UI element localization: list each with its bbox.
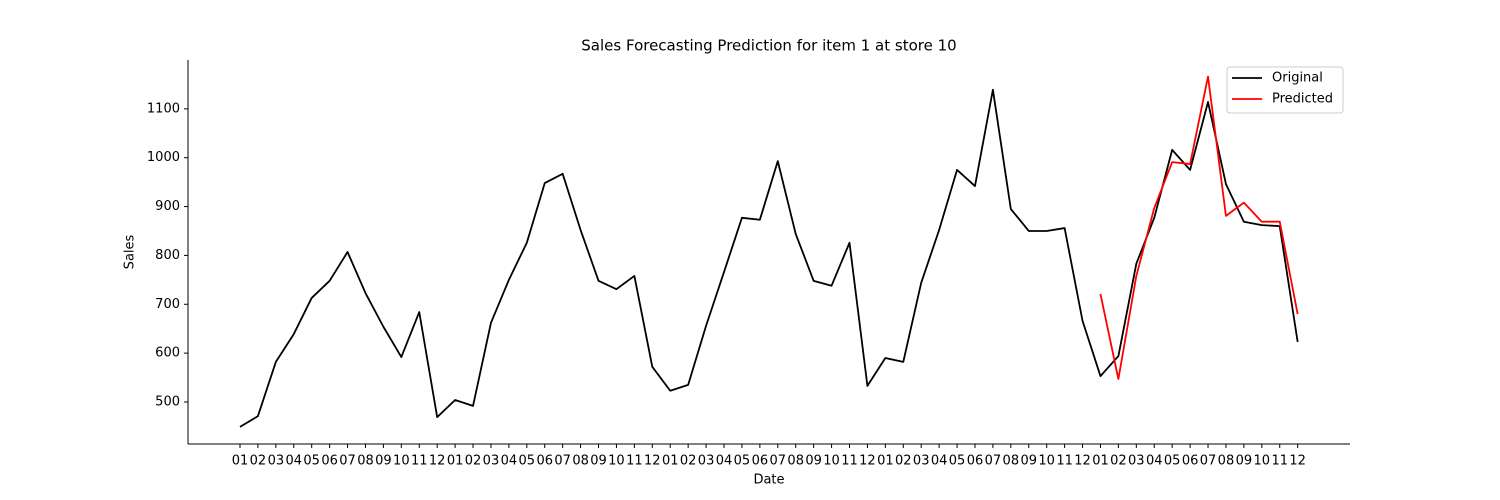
x-tick-label: 04	[716, 454, 733, 469]
x-tick-label: 11	[841, 454, 858, 469]
x-tick-label: 07	[554, 454, 571, 469]
x-tick-label: 10	[393, 454, 410, 469]
y-tick-label: 1100	[147, 101, 180, 116]
x-tick-label: 08	[357, 454, 374, 469]
chart-title: Sales Forecasting Prediction for item 1 …	[581, 37, 956, 55]
x-tick-label: 11	[411, 454, 428, 469]
series-line	[1099, 75, 1299, 380]
y-tick-label: 900	[155, 199, 180, 214]
x-axis-label: Date	[753, 473, 784, 488]
x-tick-label: 07	[770, 454, 787, 469]
y-tick-label: 1000	[147, 150, 180, 165]
x-tick-label: 10	[1254, 454, 1271, 469]
x-tick-label: 03	[483, 454, 500, 469]
x-tick-label: 05	[734, 454, 751, 469]
y-tick-label: 800	[155, 248, 180, 263]
x-tick-label: 02	[465, 454, 482, 469]
x-tick-label: 09	[1236, 454, 1253, 469]
x-tick-label: 05	[949, 454, 966, 469]
x-tick-label: 12	[1289, 454, 1306, 469]
x-tick-label: 10	[608, 454, 625, 469]
y-tick-label: 700	[155, 297, 180, 312]
x-tick-label: 04	[931, 454, 948, 469]
x-tick-label: 03	[1128, 454, 1145, 469]
x-tick-label: 06	[967, 454, 984, 469]
x-tick-label: 03	[268, 454, 285, 469]
series-line	[239, 88, 1299, 428]
x-tick-label: 05	[1164, 454, 1181, 469]
y-axis-label: Sales	[123, 234, 138, 269]
x-tick-label: 06	[536, 454, 553, 469]
x-tick-label: 01	[877, 454, 894, 469]
x-tick-label: 04	[501, 454, 518, 469]
x-tick-label: 09	[1020, 454, 1037, 469]
x-tick-label: 01	[662, 454, 679, 469]
x-tick-label: 04	[1146, 454, 1163, 469]
x-tick-label: 01	[447, 454, 464, 469]
x-tick-label: 07	[1200, 454, 1217, 469]
x-tick-label: 05	[519, 454, 536, 469]
x-tick-label: 11	[626, 454, 643, 469]
x-tick-label: 08	[572, 454, 589, 469]
x-tick-label: 08	[787, 454, 804, 469]
x-tick-label: 09	[375, 454, 392, 469]
x-tick-label: 02	[1110, 454, 1127, 469]
x-tick-label: 01	[1092, 454, 1109, 469]
x-tick-label: 12	[429, 454, 446, 469]
x-tick-label: 10	[823, 454, 840, 469]
x-tick-label: 11	[1056, 454, 1073, 469]
legend-label: Original	[1272, 71, 1323, 86]
x-tick-label: 08	[1218, 454, 1235, 469]
x-tick-label: 09	[590, 454, 607, 469]
x-tick-label: 12	[859, 454, 876, 469]
x-tick-label: 02	[250, 454, 267, 469]
x-tick-label: 12	[1074, 454, 1091, 469]
y-tick-label: 600	[155, 346, 180, 361]
x-tick-label: 02	[680, 454, 697, 469]
x-tick-label: 07	[985, 454, 1002, 469]
x-tick-label: 06	[1182, 454, 1199, 469]
x-tick-label: 05	[303, 454, 320, 469]
x-tick-label: 04	[285, 454, 302, 469]
x-tick-label: 07	[339, 454, 356, 469]
x-tick-label: 10	[1038, 454, 1055, 469]
x-tick-label: 06	[321, 454, 338, 469]
x-tick-label: 01	[232, 454, 249, 469]
legend-label: Predicted	[1272, 92, 1333, 107]
x-tick-label: 02	[895, 454, 912, 469]
x-tick-label: 11	[1271, 454, 1288, 469]
x-tick-label: 06	[752, 454, 769, 469]
x-tick-label: 03	[698, 454, 715, 469]
x-tick-label: 12	[644, 454, 661, 469]
x-tick-label: 08	[1003, 454, 1020, 469]
x-tick-label: 03	[913, 454, 930, 469]
x-tick-label: 09	[805, 454, 822, 469]
y-tick-label: 500	[155, 394, 180, 409]
